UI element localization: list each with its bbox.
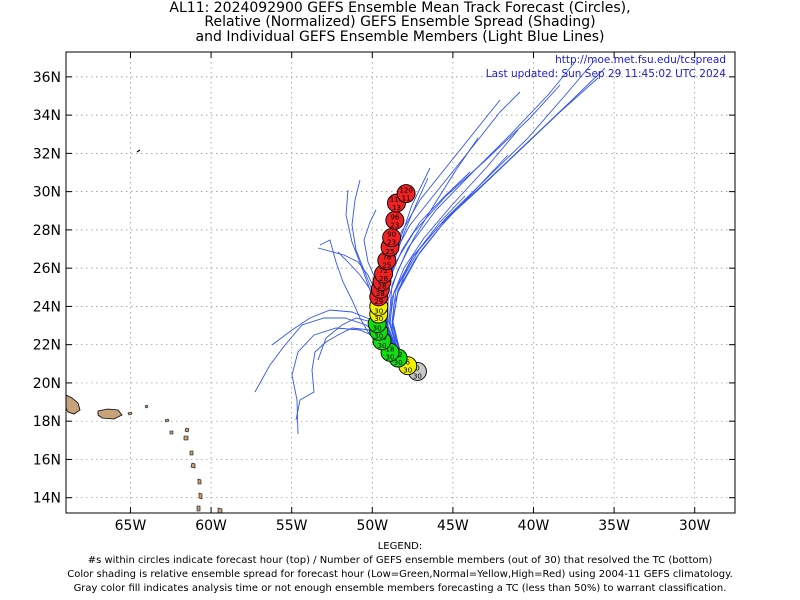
forecast-hour-label: 72 <box>379 267 388 275</box>
land-islet-5 <box>183 435 189 441</box>
plot-area <box>66 52 735 513</box>
land-islet-8 <box>197 478 202 485</box>
longitude-labels: 65W 60W 55W 50W 45W 40W 35W 30W <box>115 52 711 534</box>
member-count-label: 30 <box>394 359 403 367</box>
forecast-hour-label: 114 <box>390 196 404 204</box>
lat-label: 26N <box>33 261 61 277</box>
member-count-label: 29 <box>374 298 383 306</box>
land-islet-3 <box>169 430 174 435</box>
lon-label: 60W <box>195 518 227 534</box>
member-count-label: 25 <box>386 248 395 256</box>
member-count-label: 28 <box>379 275 388 283</box>
lat-label: 24N <box>33 299 61 315</box>
land-bermuda <box>136 149 141 153</box>
member-count-label: 28 <box>378 283 387 291</box>
latitude-labels: 14N 16N 18N 20N 22N 24N 26N 28N 30N 32N 34N 36N <box>33 70 735 507</box>
forecast-hour-label: 120 <box>399 187 412 195</box>
lat-label: 18N <box>33 414 61 430</box>
lon-label: 50W <box>356 518 388 534</box>
legend-heading: LEGEND: <box>377 541 423 552</box>
lon-label: 40W <box>518 518 550 534</box>
land-virgin-islands <box>127 411 133 416</box>
lat-label: 34N <box>33 108 61 124</box>
member-count-label: 11 <box>402 195 411 203</box>
legend-line-1: #s within circles indicate forecast hour… <box>87 555 713 566</box>
member-count-label: 13 <box>392 204 401 212</box>
forecast-hour-label: 90 <box>387 231 396 239</box>
lat-label: 20N <box>33 376 61 392</box>
lon-label: 35W <box>598 518 630 534</box>
forecast-hour-label: 78 <box>382 254 391 262</box>
land-islet-10 <box>196 505 201 512</box>
member-track-18 <box>391 195 466 372</box>
forecast-hour-label: 96 <box>390 213 399 221</box>
lat-label: 28N <box>33 223 61 239</box>
land-islet-1 <box>144 404 149 409</box>
member-count-label: 30 <box>403 367 412 375</box>
lat-label: 36N <box>33 70 61 86</box>
mean-track-circles: 0306301230183024303030363042304830542960… <box>367 184 427 381</box>
member-count-label: 30 <box>374 307 383 315</box>
forecast-hour-label: 0 <box>415 364 419 372</box>
lon-label: 30W <box>679 518 711 534</box>
member-count-label: 30 <box>373 325 382 333</box>
title-line-1: AL11: 2024092900 GEFS Ensemble Mean Trac… <box>169 0 631 16</box>
credit-updated: Last updated: Sun Sep 29 11:45:02 UTC 20… <box>486 68 727 80</box>
lat-label: 32N <box>33 146 61 162</box>
lat-label: 16N <box>33 452 61 468</box>
title-line-3: and Individual GEFS Ensemble Members (Li… <box>195 29 605 45</box>
credit-url: http://moe.met.fsu.edu/tcspread <box>555 54 726 66</box>
grid-lines <box>66 52 735 513</box>
lat-label: 30N <box>33 185 61 201</box>
member-count-label: 25 <box>382 262 391 270</box>
land-islet-6 <box>189 450 194 456</box>
legend-line-3: Gray color fill indicates analysis time … <box>73 583 727 594</box>
land-islet-11 <box>217 507 223 513</box>
member-count-label: 30 <box>378 342 387 350</box>
plot-border <box>65 51 736 514</box>
lon-label: 55W <box>276 518 308 534</box>
land-islet-2 <box>164 418 170 423</box>
member-count-label: 30 <box>386 353 395 361</box>
member-count-label: 30 <box>413 372 422 380</box>
lon-label: 45W <box>437 518 469 534</box>
land-islet-7 <box>190 462 196 469</box>
member-track-23 <box>392 154 509 372</box>
forecast-hour-label: 18 <box>386 345 395 353</box>
legend-line-2: Color shading is relative ensemble sprea… <box>67 569 733 580</box>
member-count-label: 30 <box>374 332 383 340</box>
member-count-label: 23 <box>390 221 399 229</box>
member-count-label: 23 <box>387 239 396 247</box>
member-track-22 <box>387 137 479 372</box>
land-islet-4 <box>184 427 190 433</box>
member-count-label: 28 <box>376 290 385 298</box>
member-track-21 <box>389 129 519 372</box>
member-count-label: 30 <box>374 315 383 323</box>
land-puerto-rico <box>97 408 123 420</box>
land-islet-9 <box>198 492 203 500</box>
lat-label: 22N <box>33 338 61 354</box>
lat-label: 14N <box>33 491 61 507</box>
title-line-2: Relative (Normalized) GEFS Ensemble Spre… <box>204 14 596 30</box>
forecast-map: 65W 60W 55W 50W 45W 40W 35W 30W 14N 16N 18N 20N 22N… <box>33 51 736 534</box>
lon-label: 65W <box>115 518 147 534</box>
mean-track-circle <box>396 184 416 204</box>
forecast-hour-label: 6 <box>406 359 411 367</box>
